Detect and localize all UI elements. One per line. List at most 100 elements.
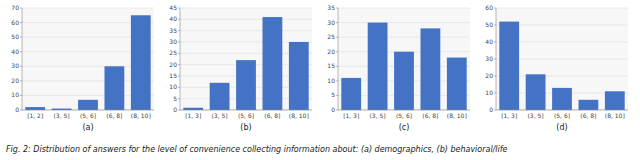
- panel: 0102030405060[1, 3](3, 5](5, 6](6, 8](8,…: [485, 4, 628, 132]
- bars: [499, 22, 624, 110]
- bar: [78, 100, 98, 110]
- plot-background: [338, 8, 470, 110]
- panel: 010203040506070[1, 2](3, 5](5, 6](6, 8](…: [11, 4, 154, 132]
- plot-background: [22, 8, 154, 110]
- plot-background: [180, 8, 312, 110]
- x-tick-label: (8, 10]: [605, 112, 625, 119]
- y-tick-label: 25: [327, 33, 335, 40]
- y-tick-label: 0: [331, 106, 335, 113]
- x-tick-label: (5, 6]: [238, 112, 254, 119]
- grid-line: [180, 19, 312, 20]
- bars: [183, 17, 308, 110]
- x-axis-label: (b): [240, 123, 251, 132]
- grid-line: [338, 37, 470, 38]
- y-tick-label: 10: [169, 83, 177, 90]
- y-tick-label: 5: [331, 91, 335, 98]
- x-tick-label: (3, 5]: [212, 112, 228, 119]
- bar: [263, 17, 283, 110]
- x-tick-label: [1, 3]: [501, 112, 517, 119]
- plot-background: [496, 8, 628, 110]
- y-tick-label: 5: [173, 95, 177, 102]
- bars: [25, 15, 150, 110]
- bar: [421, 28, 441, 110]
- y-axis-line: [338, 8, 339, 110]
- y-tick-label: 0: [173, 106, 177, 113]
- y-tick-label: 10: [327, 77, 335, 84]
- grid-line: [338, 22, 470, 23]
- y-tick-label: 40: [11, 48, 19, 55]
- y-tick-label: 20: [169, 61, 177, 68]
- y-tick-label: 0: [15, 106, 19, 113]
- y-tick-label: 50: [485, 21, 493, 28]
- y-tick-label: 10: [11, 91, 19, 98]
- bar: [131, 15, 151, 110]
- y-tick-label: 30: [485, 55, 493, 62]
- y-tick-label: 40: [485, 38, 493, 45]
- x-tick-label: (6, 8]: [264, 112, 280, 119]
- bar: [579, 100, 599, 110]
- x-tick-label: (6, 8]: [106, 112, 122, 119]
- y-tick-label: 40: [169, 15, 177, 22]
- y-tick-label: 10: [485, 89, 493, 96]
- bar: [605, 91, 625, 110]
- x-axis-label: (c): [399, 123, 410, 132]
- x-axis-line: [496, 110, 628, 111]
- grid-line: [496, 8, 628, 9]
- y-axis-line: [180, 8, 181, 110]
- y-tick-label: 0: [489, 106, 493, 113]
- x-tick-label: [1, 2]: [27, 112, 43, 119]
- chart-container: 010203040506070[1, 2](3, 5](5, 6](6, 8](…: [0, 0, 640, 160]
- grid-line: [180, 8, 312, 9]
- bar: [341, 78, 361, 110]
- bar: [552, 88, 572, 110]
- x-axis-label: (a): [82, 123, 93, 132]
- caption: Fig. 2: Distribution of answers for the …: [6, 145, 508, 154]
- grid-line: [180, 30, 312, 31]
- x-tick-label: (3, 5]: [370, 112, 386, 119]
- x-tick-label: (8, 10]: [447, 112, 467, 119]
- x-tick-label: (8, 10]: [289, 112, 309, 119]
- x-axis-line: [180, 110, 312, 111]
- bar: [105, 66, 125, 110]
- x-tick-label: (6, 8]: [580, 112, 596, 119]
- x-tick-label: [1, 3]: [343, 112, 359, 119]
- x-axis-label: (d): [556, 123, 567, 132]
- figure: 010203040506070[1, 2](3, 5](5, 6](6, 8](…: [0, 0, 640, 160]
- y-tick-label: 50: [11, 33, 19, 40]
- x-tick-label: (3, 5]: [528, 112, 544, 119]
- x-tick-label: (5, 6]: [554, 112, 570, 119]
- x-tick-label: (6, 8]: [422, 112, 438, 119]
- x-axis-line: [338, 110, 470, 111]
- y-tick-label: 15: [169, 72, 177, 79]
- y-tick-label: 45: [169, 4, 177, 11]
- y-axis-line: [496, 8, 497, 110]
- x-tick-label: (8, 10]: [131, 112, 151, 119]
- y-tick-label: 20: [485, 72, 493, 79]
- bar: [289, 42, 309, 110]
- bar: [394, 52, 414, 110]
- bar: [210, 83, 230, 110]
- x-tick-label: (5, 6]: [80, 112, 96, 119]
- y-tick-label: 70: [11, 4, 19, 11]
- panel: 05101520253035[1, 3](3, 5](5, 6](6, 8](8…: [327, 4, 470, 132]
- x-tick-label: (5, 6]: [396, 112, 412, 119]
- bar: [499, 22, 519, 110]
- grid-line: [338, 8, 470, 9]
- y-axis-line: [22, 8, 23, 110]
- bar: [526, 74, 546, 110]
- y-tick-label: 30: [169, 38, 177, 45]
- panel: 0 5 10 15 20 25 30 35 40 45 [1, 3] (3, 5] (5, 6] (6, …: [169, 4, 312, 132]
- y-tick-label: 35: [169, 27, 177, 34]
- bar: [236, 60, 256, 110]
- x-axis-line: [22, 110, 154, 111]
- bar: [183, 108, 203, 110]
- bar: [447, 58, 467, 110]
- y-tick-label: 20: [11, 77, 19, 84]
- y-tick-label: 30: [327, 19, 335, 26]
- x-tick-label: [1, 3]: [185, 112, 201, 119]
- y-tick-label: 15: [327, 62, 335, 69]
- y-tick-label: 30: [11, 62, 19, 69]
- x-tick-label: (3, 5]: [54, 112, 70, 119]
- y-tick-label: 25: [169, 49, 177, 56]
- y-tick-label: 20: [327, 48, 335, 55]
